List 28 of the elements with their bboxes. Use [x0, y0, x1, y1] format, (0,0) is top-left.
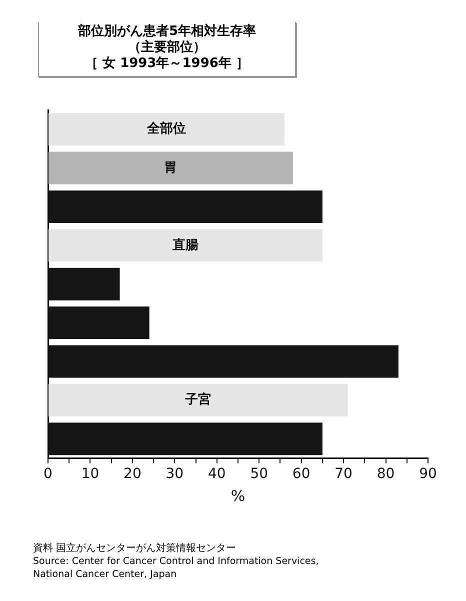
y-tick-label: 全部位	[146, 120, 186, 137]
y-tick-label: 子宮	[184, 392, 212, 408]
x-tick-label: 50	[250, 466, 268, 482]
bar	[48, 306, 150, 340]
bar	[48, 384, 348, 416]
source-note: Source: Center for Cancer Control and Information Services, National Cancer Center, Japan	[33, 555, 319, 581]
x-tick-label: 10	[81, 466, 100, 482]
x-tick-label: 20	[124, 466, 142, 482]
x-tick-label: 80	[376, 466, 395, 482]
x-tick-label: 60	[292, 466, 310, 482]
chart-subtitle: ［ 女 1993年～1996年 ］	[84, 56, 250, 72]
x-tick-label: 30	[166, 466, 184, 482]
bar	[48, 229, 322, 262]
chart-title: 部位別がん患者5年相対生存率（主要部位）	[76, 24, 258, 56]
bar	[48, 113, 284, 146]
x-tick-label: 90	[419, 466, 437, 482]
bar	[48, 190, 322, 223]
bar	[48, 345, 398, 378]
y-tick-label: 胃	[164, 160, 178, 176]
x-tick-label: 70	[334, 466, 352, 482]
x-tick-label: 40	[208, 466, 226, 482]
x-axis-title: %	[230, 486, 246, 505]
bar	[48, 268, 120, 300]
text: 資料 国立がんセンターがん対策情報センター	[33, 542, 238, 555]
y-tick-label: 直腸	[171, 238, 198, 253]
bar	[48, 152, 293, 184]
bar	[48, 422, 322, 456]
x-tick-label: 0	[44, 466, 52, 482]
